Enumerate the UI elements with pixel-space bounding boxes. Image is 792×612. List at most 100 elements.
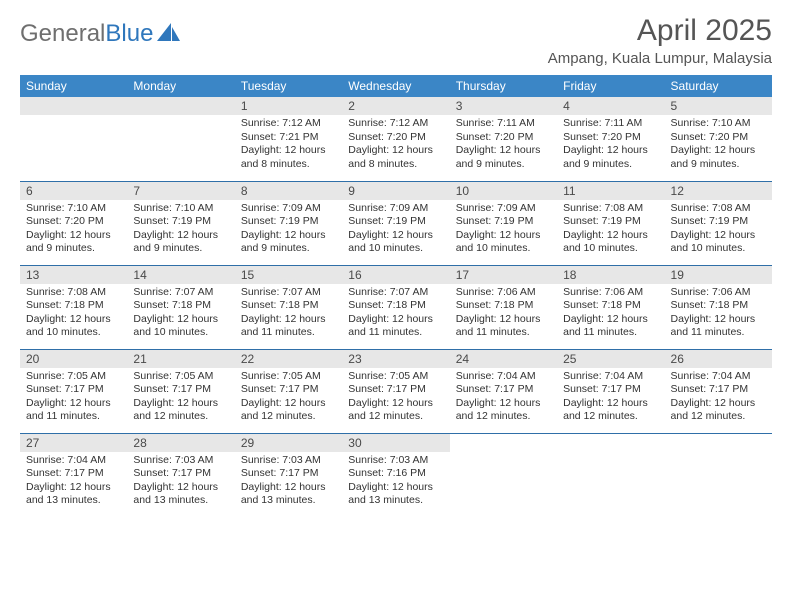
logo-sail-icon bbox=[157, 23, 181, 41]
calendar-row: 1Sunrise: 7:12 AMSunset: 7:21 PMDaylight… bbox=[20, 97, 772, 181]
sunset-line: Sunset: 7:19 PM bbox=[671, 215, 766, 229]
calendar-cell: 27Sunrise: 7:04 AMSunset: 7:17 PMDayligh… bbox=[20, 433, 127, 517]
day-number: 7 bbox=[127, 182, 234, 200]
day-header: Thursday bbox=[450, 75, 557, 97]
day-number-empty bbox=[127, 97, 234, 115]
sunset-line: Sunset: 7:18 PM bbox=[671, 299, 766, 313]
day-number: 22 bbox=[235, 350, 342, 368]
day-details: Sunrise: 7:05 AMSunset: 7:17 PMDaylight:… bbox=[235, 368, 342, 429]
daylight-line: Daylight: 12 hours and 8 minutes. bbox=[241, 144, 336, 171]
day-details: Sunrise: 7:07 AMSunset: 7:18 PMDaylight:… bbox=[235, 284, 342, 345]
daylight-line: Daylight: 12 hours and 11 minutes. bbox=[456, 313, 551, 340]
sunrise-line: Sunrise: 7:12 AM bbox=[348, 117, 443, 131]
day-details: Sunrise: 7:06 AMSunset: 7:18 PMDaylight:… bbox=[450, 284, 557, 345]
calendar-head: SundayMondayTuesdayWednesdayThursdayFrid… bbox=[20, 75, 772, 97]
calendar-cell bbox=[127, 97, 234, 181]
daylight-line: Daylight: 12 hours and 11 minutes. bbox=[26, 397, 121, 424]
day-details: Sunrise: 7:06 AMSunset: 7:18 PMDaylight:… bbox=[557, 284, 664, 345]
day-details: Sunrise: 7:10 AMSunset: 7:19 PMDaylight:… bbox=[127, 200, 234, 261]
sunset-line: Sunset: 7:18 PM bbox=[241, 299, 336, 313]
calendar-cell: 20Sunrise: 7:05 AMSunset: 7:17 PMDayligh… bbox=[20, 349, 127, 433]
daylight-line: Daylight: 12 hours and 13 minutes. bbox=[348, 481, 443, 508]
day-details: Sunrise: 7:12 AMSunset: 7:21 PMDaylight:… bbox=[235, 115, 342, 176]
daylight-line: Daylight: 12 hours and 13 minutes. bbox=[133, 481, 228, 508]
sunrise-line: Sunrise: 7:04 AM bbox=[563, 370, 658, 384]
sunrise-line: Sunrise: 7:05 AM bbox=[348, 370, 443, 384]
sunrise-line: Sunrise: 7:06 AM bbox=[456, 286, 551, 300]
logo-text-2: Blue bbox=[105, 20, 153, 48]
calendar-cell: 28Sunrise: 7:03 AMSunset: 7:17 PMDayligh… bbox=[127, 433, 234, 517]
day-number: 19 bbox=[665, 266, 772, 284]
sunset-line: Sunset: 7:21 PM bbox=[241, 131, 336, 145]
day-number: 9 bbox=[342, 182, 449, 200]
daylight-line: Daylight: 12 hours and 12 minutes. bbox=[241, 397, 336, 424]
day-number: 28 bbox=[127, 434, 234, 452]
sunrise-line: Sunrise: 7:04 AM bbox=[671, 370, 766, 384]
day-details: Sunrise: 7:09 AMSunset: 7:19 PMDaylight:… bbox=[342, 200, 449, 261]
sunset-line: Sunset: 7:17 PM bbox=[241, 467, 336, 481]
day-details: Sunrise: 7:05 AMSunset: 7:17 PMDaylight:… bbox=[342, 368, 449, 429]
sunrise-line: Sunrise: 7:10 AM bbox=[671, 117, 766, 131]
page-subtitle: Ampang, Kuala Lumpur, Malaysia bbox=[548, 50, 772, 67]
sunset-line: Sunset: 7:20 PM bbox=[456, 131, 551, 145]
calendar-cell: 19Sunrise: 7:06 AMSunset: 7:18 PMDayligh… bbox=[665, 265, 772, 349]
day-details: Sunrise: 7:03 AMSunset: 7:17 PMDaylight:… bbox=[235, 452, 342, 513]
sunrise-line: Sunrise: 7:07 AM bbox=[133, 286, 228, 300]
day-number: 13 bbox=[20, 266, 127, 284]
day-details: Sunrise: 7:10 AMSunset: 7:20 PMDaylight:… bbox=[20, 200, 127, 261]
day-header: Sunday bbox=[20, 75, 127, 97]
calendar-cell: 5 Sunrise: 7:10 AMSunset: 7:20 PMDaylight… bbox=[665, 97, 772, 181]
sunset-line: Sunset: 7:17 PM bbox=[348, 383, 443, 397]
daylight-line: Daylight: 12 hours and 12 minutes. bbox=[133, 397, 228, 424]
day-number: 5 bbox=[665, 97, 772, 115]
sunset-line: Sunset: 7:19 PM bbox=[563, 215, 658, 229]
sunrise-line: Sunrise: 7:03 AM bbox=[348, 454, 443, 468]
sunset-line: Sunset: 7:17 PM bbox=[563, 383, 658, 397]
day-header: Monday bbox=[127, 75, 234, 97]
day-number: 30 bbox=[342, 434, 449, 452]
calendar-cell: 22Sunrise: 7:05 AMSunset: 7:17 PMDayligh… bbox=[235, 349, 342, 433]
calendar-cell: 16Sunrise: 7:07 AMSunset: 7:18 PMDayligh… bbox=[342, 265, 449, 349]
day-details: Sunrise: 7:08 AMSunset: 7:19 PMDaylight:… bbox=[665, 200, 772, 261]
daylight-line: Daylight: 12 hours and 9 minutes. bbox=[671, 144, 766, 171]
day-number: 1 bbox=[235, 97, 342, 115]
sunrise-line: Sunrise: 7:10 AM bbox=[133, 202, 228, 216]
sunrise-line: Sunrise: 7:07 AM bbox=[241, 286, 336, 300]
daylight-line: Daylight: 12 hours and 10 minutes. bbox=[563, 229, 658, 256]
sunset-line: Sunset: 7:19 PM bbox=[348, 215, 443, 229]
sunrise-line: Sunrise: 7:03 AM bbox=[133, 454, 228, 468]
sunset-line: Sunset: 7:17 PM bbox=[133, 383, 228, 397]
sunset-line: Sunset: 7:20 PM bbox=[563, 131, 658, 145]
day-details: Sunrise: 7:05 AMSunset: 7:17 PMDaylight:… bbox=[127, 368, 234, 429]
day-number: 17 bbox=[450, 266, 557, 284]
daylight-line: Daylight: 12 hours and 9 minutes. bbox=[563, 144, 658, 171]
day-number: 3 bbox=[450, 97, 557, 115]
sunset-line: Sunset: 7:18 PM bbox=[26, 299, 121, 313]
sunset-line: Sunset: 7:19 PM bbox=[133, 215, 228, 229]
calendar-cell bbox=[450, 433, 557, 517]
day-number: 18 bbox=[557, 266, 664, 284]
day-number: 15 bbox=[235, 266, 342, 284]
calendar-cell: 18Sunrise: 7:06 AMSunset: 7:18 PMDayligh… bbox=[557, 265, 664, 349]
day-number-empty bbox=[20, 97, 127, 115]
page-title: April 2025 bbox=[548, 14, 772, 48]
sunrise-line: Sunrise: 7:11 AM bbox=[456, 117, 551, 131]
sunset-line: Sunset: 7:20 PM bbox=[671, 131, 766, 145]
calendar-cell: 12Sunrise: 7:08 AMSunset: 7:19 PMDayligh… bbox=[665, 181, 772, 265]
day-header: Wednesday bbox=[342, 75, 449, 97]
sunset-line: Sunset: 7:17 PM bbox=[456, 383, 551, 397]
page-header: GeneralBlue April 2025 Ampang, Kuala Lum… bbox=[20, 14, 772, 67]
daylight-line: Daylight: 12 hours and 10 minutes. bbox=[348, 229, 443, 256]
day-details: Sunrise: 7:04 AMSunset: 7:17 PMDaylight:… bbox=[557, 368, 664, 429]
sunrise-line: Sunrise: 7:04 AM bbox=[26, 454, 121, 468]
sunrise-line: Sunrise: 7:09 AM bbox=[348, 202, 443, 216]
day-number: 6 bbox=[20, 182, 127, 200]
calendar-cell: 11Sunrise: 7:08 AMSunset: 7:19 PMDayligh… bbox=[557, 181, 664, 265]
day-number: 25 bbox=[557, 350, 664, 368]
day-number: 14 bbox=[127, 266, 234, 284]
daylight-line: Daylight: 12 hours and 9 minutes. bbox=[456, 144, 551, 171]
daylight-line: Daylight: 12 hours and 11 minutes. bbox=[671, 313, 766, 340]
day-details: Sunrise: 7:09 AMSunset: 7:19 PMDaylight:… bbox=[450, 200, 557, 261]
day-number: 24 bbox=[450, 350, 557, 368]
day-number: 26 bbox=[665, 350, 772, 368]
